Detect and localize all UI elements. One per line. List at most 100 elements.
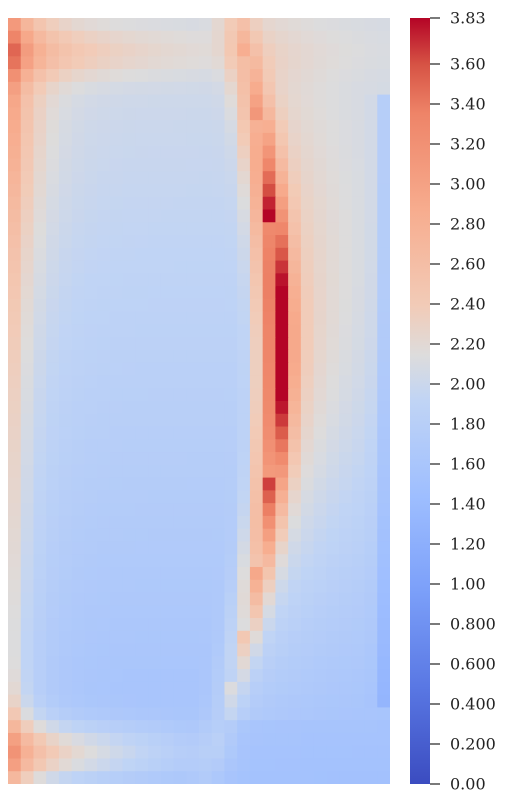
heatmap-cell bbox=[339, 235, 353, 249]
heatmap-cell bbox=[186, 311, 200, 325]
heatmap-cell bbox=[224, 656, 238, 670]
heatmap-cell bbox=[173, 694, 187, 708]
heatmap-cell bbox=[97, 56, 111, 70]
heatmap-cell bbox=[20, 554, 35, 568]
heatmap-cell bbox=[288, 528, 302, 543]
heatmap-cell bbox=[97, 592, 111, 606]
heatmap-cell bbox=[377, 69, 390, 83]
heatmap-cell bbox=[199, 758, 213, 772]
heatmap-cell bbox=[300, 732, 315, 747]
heatmap-cell bbox=[46, 643, 60, 657]
heatmap-cell bbox=[237, 145, 251, 160]
heatmap-cell bbox=[326, 69, 340, 83]
heatmap-cell bbox=[109, 273, 124, 287]
heatmap-cell bbox=[8, 273, 22, 287]
heatmap-cell bbox=[186, 541, 200, 555]
heatmap-cell bbox=[326, 132, 340, 147]
heatmap-cell bbox=[364, 388, 378, 402]
heatmap-cell bbox=[109, 528, 124, 543]
heatmap-cell bbox=[300, 247, 315, 262]
heatmap-cell bbox=[186, 618, 200, 632]
heatmap-cell bbox=[211, 43, 226, 57]
heatmap-cell bbox=[339, 707, 353, 721]
heatmap-cell bbox=[275, 286, 289, 300]
heatmap-cell bbox=[173, 554, 187, 568]
heatmap-cell bbox=[8, 18, 22, 32]
heatmap-cell bbox=[58, 56, 73, 70]
heatmap-cell bbox=[33, 183, 47, 198]
heatmap-cell bbox=[199, 183, 213, 198]
heatmap-cell bbox=[351, 630, 366, 645]
heatmap-cell bbox=[173, 337, 187, 351]
heatmap-cell bbox=[377, 541, 390, 555]
heatmap-cell bbox=[20, 132, 35, 147]
heatmap-cell bbox=[20, 503, 35, 517]
heatmap-cell bbox=[249, 490, 264, 504]
heatmap-cell bbox=[313, 375, 327, 389]
heatmap-cell bbox=[224, 337, 238, 351]
heatmap-cell bbox=[275, 669, 289, 683]
heatmap-cell bbox=[8, 107, 22, 121]
heatmap-cell bbox=[186, 745, 200, 760]
heatmap-cell bbox=[224, 324, 238, 338]
heatmap-cell bbox=[71, 605, 85, 619]
heatmap-cell bbox=[160, 375, 175, 389]
heatmap-cell bbox=[224, 439, 238, 453]
heatmap-cell bbox=[8, 349, 22, 364]
heatmap-cell bbox=[148, 605, 162, 619]
heatmap-cell bbox=[339, 18, 353, 32]
heatmap-cell bbox=[109, 196, 124, 211]
heatmap-cell bbox=[160, 235, 175, 249]
heatmap-cell bbox=[122, 720, 136, 734]
heatmap-cell bbox=[351, 69, 366, 83]
heatmap-cell bbox=[97, 81, 111, 96]
heatmap-cell bbox=[249, 171, 264, 185]
heatmap-cell bbox=[326, 222, 340, 236]
heatmap-cell bbox=[313, 618, 327, 632]
heatmap-cell bbox=[33, 120, 47, 134]
heatmap-cell bbox=[160, 618, 175, 632]
heatmap-cell bbox=[160, 630, 175, 645]
heatmap-cell bbox=[148, 311, 162, 325]
heatmap-cell bbox=[148, 145, 162, 160]
heatmap-cell bbox=[249, 592, 264, 606]
heatmap-cell bbox=[364, 592, 378, 606]
heatmap-cell bbox=[135, 426, 149, 440]
heatmap-cell bbox=[135, 69, 149, 83]
heatmap-cell bbox=[20, 94, 35, 108]
heatmap-cell bbox=[122, 669, 136, 683]
heatmap-cell bbox=[186, 592, 200, 606]
heatmap-cell bbox=[326, 515, 340, 530]
heatmap-cell bbox=[224, 464, 238, 479]
heatmap-cell bbox=[84, 273, 98, 287]
heatmap-cell bbox=[249, 656, 264, 670]
heatmap-cell bbox=[351, 490, 366, 504]
heatmap-cell bbox=[8, 337, 22, 351]
colorbar-tick-label: 2.60 bbox=[450, 255, 486, 274]
heatmap-cell bbox=[148, 707, 162, 721]
heatmap-cell bbox=[275, 30, 289, 45]
heatmap-cell bbox=[249, 681, 264, 696]
heatmap-cell bbox=[275, 132, 289, 147]
heatmap-cell bbox=[339, 183, 353, 198]
heatmap-cell bbox=[351, 477, 366, 491]
heatmap-cell bbox=[186, 171, 200, 185]
heatmap-cell bbox=[326, 669, 340, 683]
heatmap-cell bbox=[173, 132, 187, 147]
heatmap-cell bbox=[199, 375, 213, 389]
heatmap-cell bbox=[326, 426, 340, 440]
heatmap-cell bbox=[173, 120, 187, 134]
heatmap-cell bbox=[160, 720, 175, 734]
heatmap-cell bbox=[122, 69, 136, 83]
heatmap-cell bbox=[364, 222, 378, 236]
heatmap-cell bbox=[262, 286, 276, 300]
heatmap-cell bbox=[237, 298, 251, 313]
heatmap-cell bbox=[46, 69, 60, 83]
heatmap-cell bbox=[46, 94, 60, 108]
heatmap-cell bbox=[84, 477, 98, 491]
heatmap-cell bbox=[58, 528, 73, 543]
heatmap-cell bbox=[84, 579, 98, 594]
heatmap-cell bbox=[173, 388, 187, 402]
heatmap-cell bbox=[71, 324, 85, 338]
heatmap-cell bbox=[33, 745, 47, 760]
